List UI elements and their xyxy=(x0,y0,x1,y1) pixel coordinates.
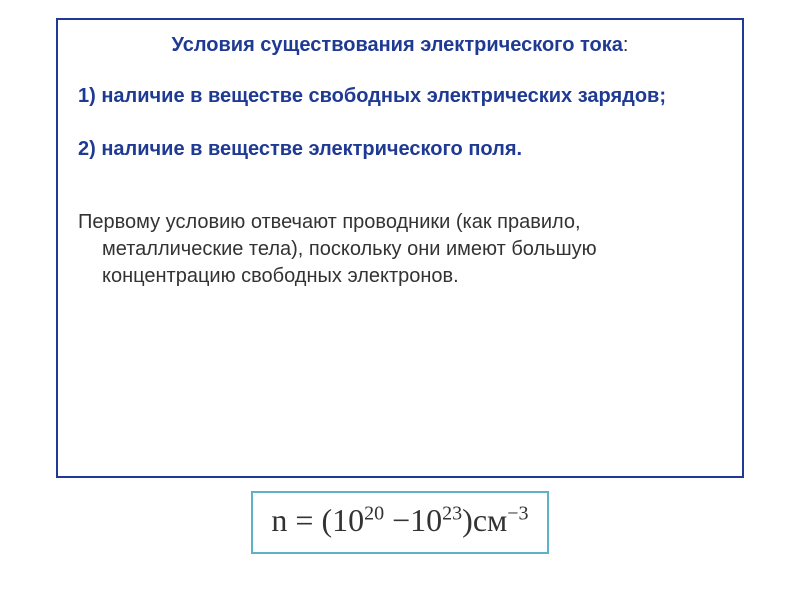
formula-open: ( xyxy=(321,502,332,538)
list-item-1: 1) наличие в веществе свободных электрич… xyxy=(78,83,722,110)
list-item-2: 2) наличие в веществе электрического пол… xyxy=(78,136,722,163)
content-box: Условия существования электрического ток… xyxy=(56,18,744,478)
formula-a-exp: 20 xyxy=(364,502,384,524)
formula-close: ) xyxy=(462,502,473,538)
formula-minus: − xyxy=(392,502,410,538)
formula-b-base: 10 xyxy=(410,502,442,538)
formula-unit-base: см xyxy=(473,502,507,538)
formula-box: n = (1020 −1023)см−3 xyxy=(251,491,548,554)
formula-container: n = (1020 −1023)см−3 xyxy=(0,491,800,554)
slide-title-text: Условия существования электрического ток… xyxy=(172,34,623,56)
slide-title: Условия существования электрического ток… xyxy=(78,34,722,57)
title-colon: : xyxy=(623,34,629,56)
formula-unit-exp: −3 xyxy=(507,502,528,524)
formula-lhs: n xyxy=(271,502,287,538)
slide: Условия существования электрического ток… xyxy=(0,0,800,600)
formula-eq: = xyxy=(295,502,313,538)
body-paragraph: Первому условию отвечают проводники (как… xyxy=(78,209,722,290)
formula-a-base: 10 xyxy=(332,502,364,538)
formula-b-exp: 23 xyxy=(442,502,462,524)
